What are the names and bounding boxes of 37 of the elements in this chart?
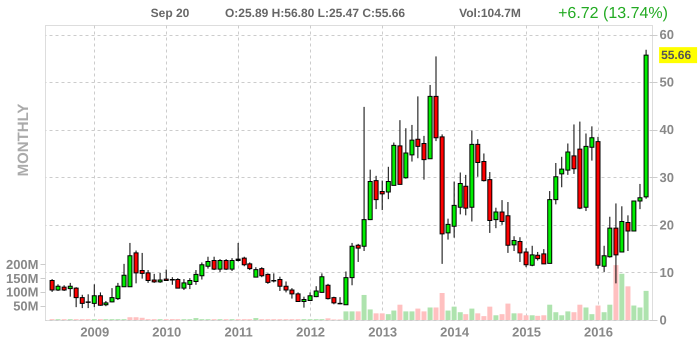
text: MONTHLY [15, 104, 32, 176]
x-tick-label: 2015 [512, 324, 542, 340]
bar [493, 315, 498, 320]
bar [613, 265, 618, 320]
bar [619, 274, 624, 320]
x-tick-label: 2011 [224, 324, 253, 340]
bar [469, 308, 474, 320]
bar [397, 304, 402, 320]
x-tick-label: 2016 [584, 324, 613, 340]
y-tick-label: 30 [660, 170, 674, 185]
text: O:25.89 H:56.80 L:25.47 C:55.66 [224, 6, 406, 20]
y-tick-label: 0 [660, 312, 667, 328]
bar [463, 314, 468, 320]
y-tick-label: 50 [660, 74, 674, 90]
y-tick-label: 40 [660, 122, 674, 138]
y2-tick-label: 150M [6, 270, 38, 286]
y2-tick-label: 100M [6, 284, 38, 300]
bar [428, 307, 433, 320]
y-tick-label: 20 [660, 217, 674, 232]
text: Vol:104.7M [459, 6, 521, 20]
annotation: 55.66 [661, 48, 692, 62]
y-tick-label: 10 [660, 264, 674, 280]
x-tick-label: 2013 [368, 324, 398, 340]
bar [596, 306, 600, 320]
x-tick-label: 2014 [440, 324, 470, 340]
bar [530, 315, 535, 320]
y2-tick-label: 50M [13, 298, 38, 314]
bar [625, 286, 630, 320]
text: +6.72 (13.74%) [558, 5, 668, 22]
y-tick-label: 60 [660, 27, 674, 42]
bar [356, 311, 361, 320]
x-tick-label: 2010 [152, 324, 182, 340]
x-tick-label: 2012 [296, 324, 326, 340]
text: Sep 20 [150, 6, 190, 20]
x-tick-label: 2009 [80, 324, 110, 340]
y2-tick-label: 200M [6, 256, 38, 272]
bar [512, 313, 517, 320]
